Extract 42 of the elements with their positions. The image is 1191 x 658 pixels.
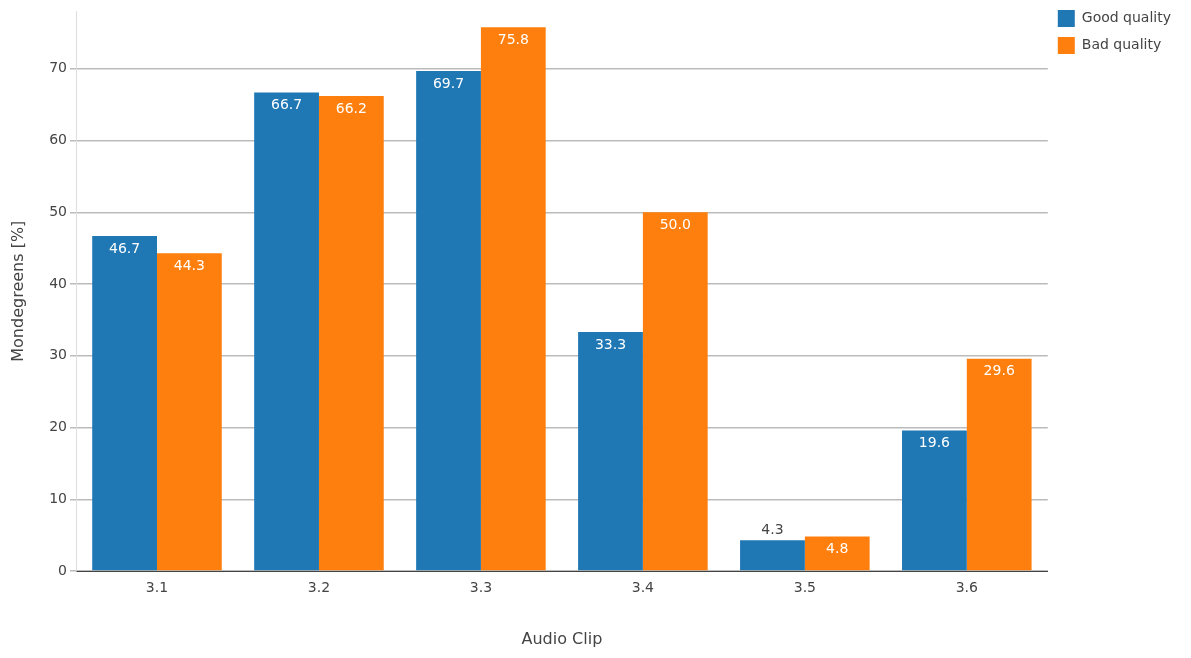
bar <box>92 235 157 571</box>
data-label: 44.3 <box>173 256 205 273</box>
x-tick-label: 3.2 <box>307 579 331 596</box>
bar <box>740 540 805 571</box>
y-tick-label: 20 <box>49 418 68 435</box>
y-tick-label: 10 <box>49 489 68 506</box>
data-label: 69.7 <box>432 74 465 91</box>
data-label: 66.2 <box>335 99 367 116</box>
legend-label: Bad quality <box>1081 36 1162 53</box>
x-tick-label: 3.6 <box>955 579 979 596</box>
y-tick-label: 50 <box>49 202 68 219</box>
data-label: 19.6 <box>918 434 951 451</box>
bar <box>157 253 222 571</box>
data-label: 50.0 <box>659 215 691 232</box>
bar <box>902 430 967 571</box>
y-axis-title: Mondegreens [%] <box>7 220 27 362</box>
data-label: 46.7 <box>109 239 141 256</box>
x-tick-label: 3.5 <box>793 579 816 596</box>
y-tick-label: 0 <box>58 561 68 578</box>
data-label: 66.7 <box>270 96 303 113</box>
data-label: 4.3 <box>761 520 784 537</box>
y-tick-label: 60 <box>49 131 68 148</box>
bar <box>966 358 1032 571</box>
data-label: 33.3 <box>594 335 627 352</box>
bar <box>416 70 481 571</box>
legend-label: Good quality <box>1081 9 1172 26</box>
bar <box>480 27 546 571</box>
y-tick-label: 40 <box>49 274 68 291</box>
y-tick-label: 30 <box>49 346 68 363</box>
x-axis-title: Audio Clip <box>521 628 603 648</box>
bar <box>642 212 708 571</box>
x-tick-label: 3.1 <box>145 579 169 596</box>
data-label: 4.8 <box>826 540 849 557</box>
bar <box>318 96 384 571</box>
y-tick-label: 70 <box>49 59 68 76</box>
bar <box>804 536 870 571</box>
data-label: 29.6 <box>983 362 1015 379</box>
x-tick-label: 3.4 <box>631 579 655 596</box>
bar <box>578 332 643 571</box>
data-label: 75.8 <box>497 30 529 47</box>
bar <box>254 92 319 571</box>
x-tick-label: 3.3 <box>469 579 493 596</box>
